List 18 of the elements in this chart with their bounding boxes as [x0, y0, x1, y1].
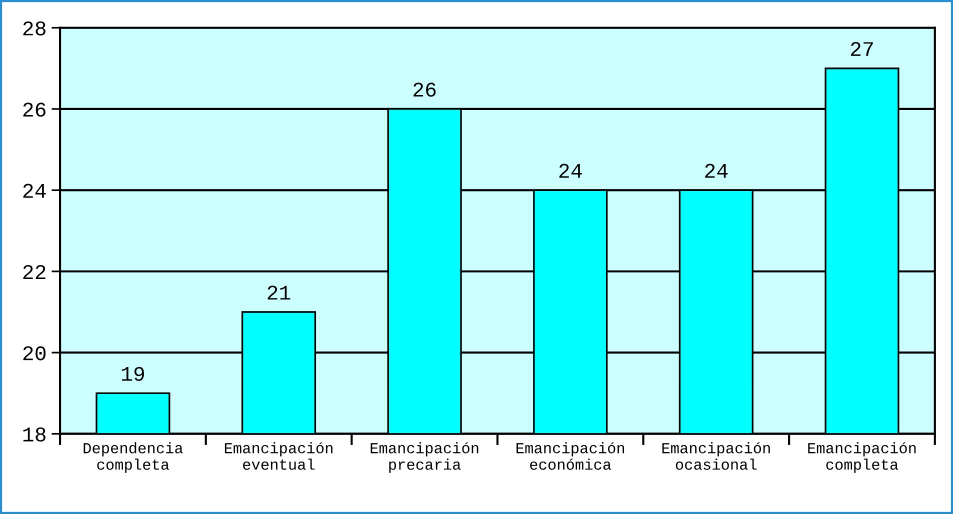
data-label: 19: [122, 366, 144, 381]
y-tick-label: 24: [23, 184, 46, 198]
x-tick-label: Emancipación económica: [516, 442, 624, 470]
data-label: 27: [850, 42, 873, 56]
data-label: 26: [414, 82, 436, 97]
data-label: 24: [705, 164, 728, 178]
y-tick-label: 26: [23, 102, 46, 117]
data-label: 21: [268, 286, 290, 300]
x-tick-label: Emancipación precaria: [370, 442, 478, 473]
y-tick-label: 20: [23, 346, 46, 360]
x-tick-label: Emancipación ocasional: [662, 442, 770, 470]
y-tick-label: 22: [23, 265, 46, 279]
data-label: 24: [559, 164, 582, 178]
x-tick-label: Emancipación eventual: [224, 442, 332, 470]
y-tick-label: 18: [23, 427, 46, 442]
y-tick-label: 28: [23, 21, 46, 36]
x-tick-label: Dependencia completa: [84, 442, 183, 473]
x-tick-label: Emancipación completa: [808, 442, 916, 473]
